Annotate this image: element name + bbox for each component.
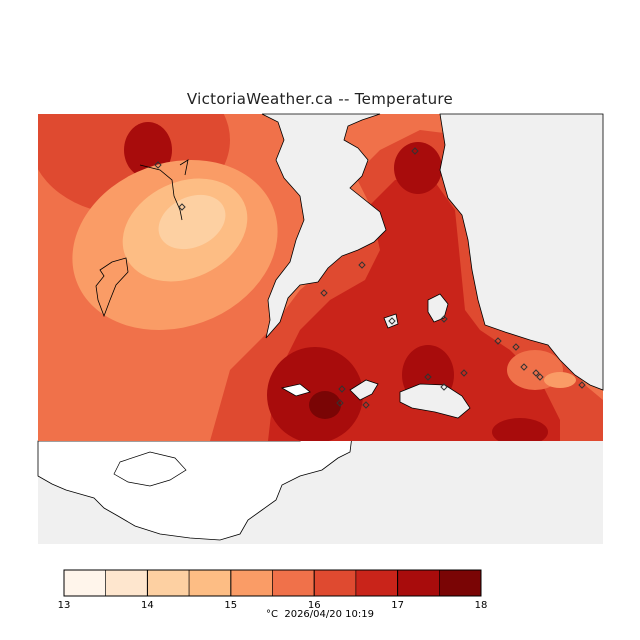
contour-east-cooler [544,372,576,388]
colorbar-footer: °C 2026/04/20 10:19 [0,609,640,620]
diamond-station-icon [578,381,586,389]
diamond-station-icon [536,373,544,381]
colorbar-tick-label-5: 18 [475,600,488,611]
colorbar-tick-label-1: 14 [141,600,154,611]
diamond-station-icon [494,337,502,345]
land-islets-south [113,451,187,487]
diamond-station-icon [338,385,346,393]
colorbar-ticks: 13 14 15 16 17 18 [58,570,488,611]
coastline-north [95,159,189,318]
station-markers [154,147,586,409]
colorbar-tick-label-3: 16 [308,600,321,611]
contour-cool-3 [158,194,226,250]
colorbar-bin-8 [397,569,440,597]
contour-hot-ne [394,142,442,194]
diamond-station-icon [411,147,419,155]
island-3 [427,293,449,323]
colorbar-bin-7 [355,569,398,597]
colorbar-bins [63,569,482,597]
diamond-station-icon [520,363,528,371]
contour-hot-se [492,418,548,441]
colorbar-bin-4 [230,569,273,597]
diamond-station-icon [460,369,468,377]
colorbar-bin-0 [63,569,107,597]
unit-label: °C [266,609,278,620]
diamond-station-icon [362,401,370,409]
colorbar-bin-1 [105,569,148,597]
diamond-station-icon [358,261,366,269]
diamond-station-icon [154,161,162,169]
colorbar-bin-3 [188,569,232,597]
diamond-station-icon [512,343,520,351]
island-2 [399,383,471,419]
diamond-station-icon [440,315,448,323]
colorbar-bin-6 [313,569,357,597]
diamond-station-icon [178,203,186,211]
colorbar-tick-label-2: 15 [224,600,237,611]
contour-hot-sw [267,347,363,441]
colorbar-bin-5 [272,569,315,597]
water-strait [261,113,387,339]
diamond-station-icon [440,383,448,391]
diamond-station-icon [336,399,344,407]
island-1 [280,383,311,397]
land-south [37,429,353,541]
colorbar-tick-label-0: 13 [58,600,71,611]
map-title: VictoriaWeather.ca -- Temperature [186,90,454,108]
diamond-station-icon [532,369,540,377]
timestamp: 2026/04/20 10:19 [284,609,374,620]
diamond-station-icon [424,373,432,381]
colorbar-bin-2 [147,569,190,597]
contour-hottest [309,391,341,419]
island-5 [349,379,379,401]
colorbar-bin-9 [438,569,482,597]
colorbar-tick-label-4: 17 [391,600,404,611]
diamond-station-icon [388,317,396,325]
island-4 [383,313,399,329]
diamond-station-icon [320,289,328,297]
water-east [439,113,604,391]
